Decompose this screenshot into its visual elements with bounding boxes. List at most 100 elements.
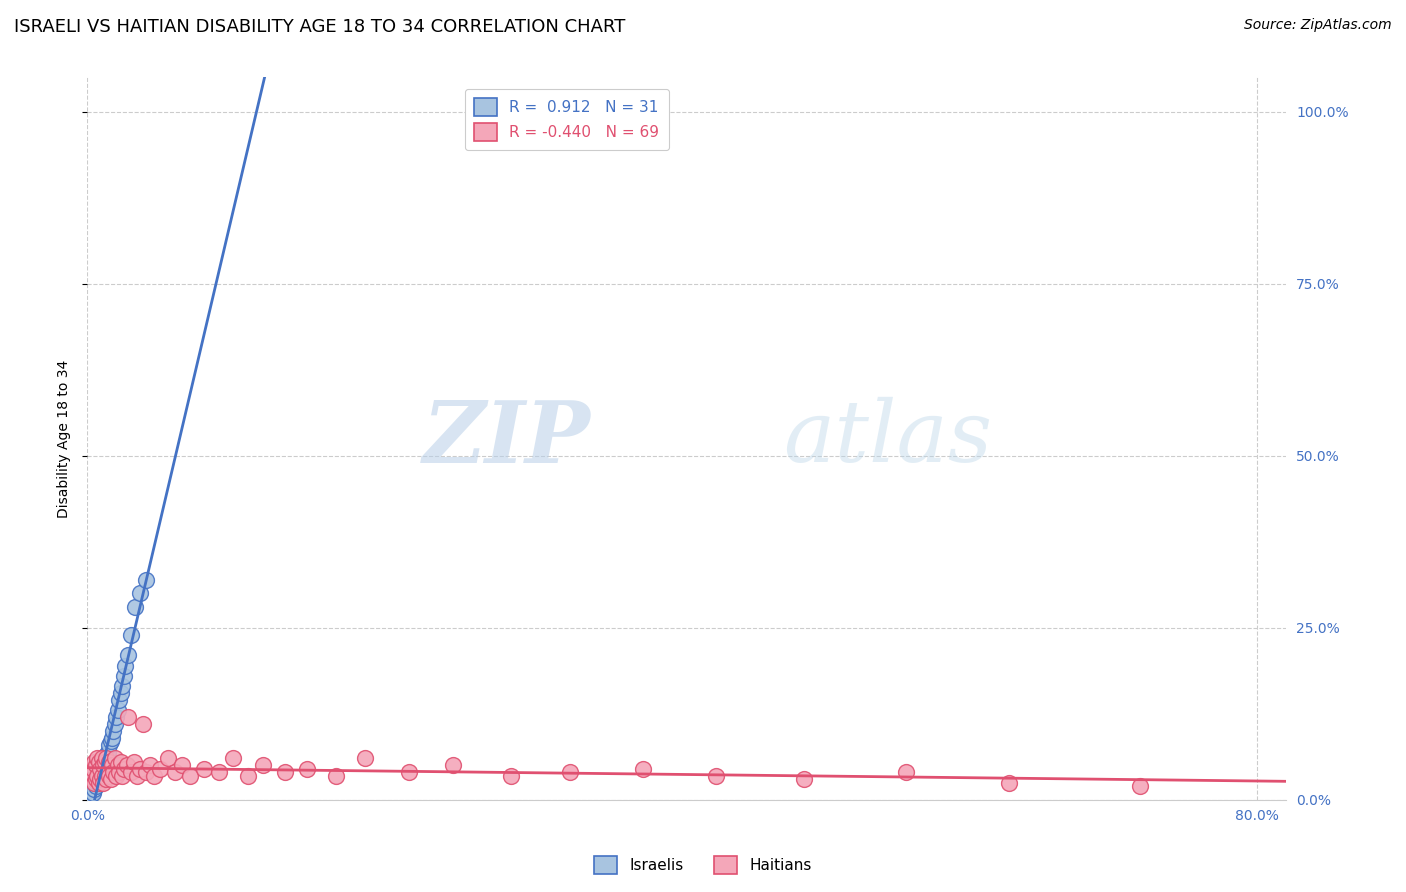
Point — [93, 755, 115, 769]
Point — [112, 669, 135, 683]
Point — [105, 769, 128, 783]
Point — [91, 758, 114, 772]
Point — [89, 769, 111, 783]
Point — [91, 758, 114, 772]
Point — [108, 765, 131, 780]
Point — [93, 769, 115, 783]
Point — [103, 723, 125, 738]
Point — [83, 775, 105, 789]
Point — [98, 738, 121, 752]
Point — [86, 775, 108, 789]
Point — [1129, 779, 1152, 793]
Point — [82, 762, 104, 776]
Point — [115, 758, 138, 772]
Point — [110, 755, 132, 769]
Point — [86, 751, 108, 765]
Point — [135, 765, 157, 780]
Point — [163, 765, 186, 780]
Point — [354, 751, 377, 765]
Point — [101, 731, 124, 745]
Point — [128, 762, 150, 776]
Point — [179, 769, 201, 783]
Point — [120, 627, 142, 641]
Point — [79, 769, 101, 783]
Text: ISRAELI VS HAITIAN DISABILITY AGE 18 TO 34 CORRELATION CHART: ISRAELI VS HAITIAN DISABILITY AGE 18 TO … — [14, 18, 626, 36]
Point — [97, 745, 120, 759]
Point — [84, 772, 107, 786]
Point — [441, 758, 464, 772]
Point — [90, 769, 112, 783]
Point — [896, 765, 918, 780]
Point — [80, 772, 103, 786]
Point — [325, 769, 347, 783]
Point — [82, 786, 104, 800]
Point — [90, 765, 112, 780]
Point — [108, 693, 131, 707]
Point — [128, 586, 150, 600]
Point — [111, 679, 134, 693]
Point — [101, 758, 124, 772]
Point — [236, 769, 259, 783]
Point — [87, 775, 110, 789]
Point — [295, 762, 318, 776]
Point — [398, 765, 420, 780]
Point — [252, 758, 274, 772]
Point — [107, 703, 129, 717]
Legend: Israelis, Haitians: Israelis, Haitians — [588, 850, 818, 880]
Point — [156, 751, 179, 765]
Point — [143, 769, 166, 783]
Point — [84, 758, 107, 772]
Point — [208, 765, 231, 780]
Point — [135, 573, 157, 587]
Point — [86, 769, 108, 783]
Point — [501, 769, 523, 783]
Point — [98, 755, 121, 769]
Point — [111, 769, 134, 783]
Point — [112, 762, 135, 776]
Point — [77, 765, 100, 780]
Point — [107, 758, 129, 772]
Point — [149, 762, 172, 776]
Point — [96, 751, 118, 765]
Point — [105, 710, 128, 724]
Point — [222, 751, 245, 765]
Legend: R =  0.912   N = 31, R = -0.440   N = 69: R = 0.912 N = 31, R = -0.440 N = 69 — [465, 88, 669, 150]
Point — [90, 751, 112, 765]
Point — [89, 762, 111, 776]
Point — [100, 772, 122, 786]
Point — [132, 717, 155, 731]
Point — [83, 755, 105, 769]
Point — [114, 658, 136, 673]
Point — [104, 717, 127, 731]
Point — [117, 710, 139, 724]
Point — [273, 765, 295, 780]
Point — [110, 686, 132, 700]
Point — [139, 758, 162, 772]
Point — [124, 600, 146, 615]
Point — [103, 765, 125, 780]
Point — [87, 772, 110, 786]
Point — [117, 648, 139, 663]
Point — [125, 769, 148, 783]
Point — [631, 762, 654, 776]
Point — [96, 747, 118, 762]
Point — [96, 772, 118, 786]
Point — [89, 772, 111, 786]
Point — [997, 775, 1019, 789]
Y-axis label: Disability Age 18 to 34: Disability Age 18 to 34 — [58, 359, 72, 517]
Text: atlas: atlas — [783, 397, 991, 480]
Point — [93, 755, 115, 769]
Point — [172, 758, 194, 772]
Point — [104, 751, 127, 765]
Point — [98, 769, 121, 783]
Point — [87, 755, 110, 769]
Point — [90, 762, 112, 776]
Point — [84, 779, 107, 793]
Text: Source: ZipAtlas.com: Source: ZipAtlas.com — [1244, 18, 1392, 32]
Text: ZIP: ZIP — [423, 397, 591, 481]
Point — [558, 765, 581, 780]
Point — [704, 769, 727, 783]
Point — [122, 755, 145, 769]
Point — [96, 751, 118, 765]
Point — [91, 775, 114, 789]
